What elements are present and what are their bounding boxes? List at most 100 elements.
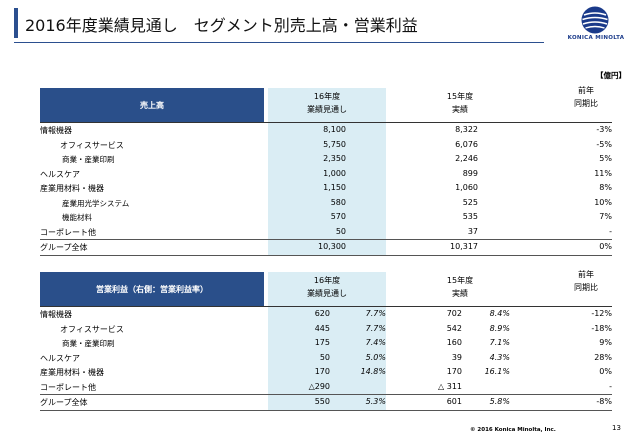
actual-value: 535 [462,212,478,221]
sales-header-label: 売上高 [40,88,264,122]
actual-value: 39 [451,352,462,362]
actual-year-label: 15年度 [446,276,474,285]
sales-table: 売上高 16年度 業績見通し 15年度 実績 前年 同期比 情報機器 8,100… [40,86,612,256]
row-label: コーポレート他 [40,227,96,237]
forecast-column-header: 16年度 業績見通し [268,90,386,116]
row-label: ヘルスケア [40,169,80,179]
forecast-value: 170 [314,367,330,376]
actual-value: 2,246 [455,154,478,163]
forecast-value: 2,350 [323,154,346,163]
yoy-value: - [609,226,612,236]
yoy-value: -3% [596,125,612,134]
profit-table-header: 営業利益（右側：営業利益率） 16年度 業績見通し 15年度 実績 前年 同期比 [40,270,612,306]
row-label: オフィスサービス [60,324,124,334]
forecast-year-label: 16年度 [313,92,341,101]
actual-margin: 4.3% [489,352,510,362]
actual-value: 10,317 [450,242,478,251]
actual-margin: 16.1% [484,367,510,376]
row-label: 情報機器 [40,310,72,319]
company-logo: KONICA MINOLTA [560,6,632,46]
yoy-value: -8% [596,397,612,406]
forecast-margin: 7.4% [365,338,386,347]
actual-type-label: 実績 [452,289,468,298]
yoy-value: 10% [594,197,612,207]
total-divider [40,394,612,395]
forecast-value: 550 [314,397,330,406]
yoy-value: -18% [591,323,612,333]
actual-value: 160 [446,338,462,347]
header-divider [40,306,612,307]
actual-value: 702 [446,309,462,318]
row-label: 商業・産業印刷 [62,339,115,348]
actual-column-header: 15年度 実績 [420,90,500,116]
forecast-value: 8,100 [323,125,346,134]
table-row: ヘルスケア 50 5.0% 39 4.3% 28% [40,351,612,366]
yoy-value: 28% [594,352,612,362]
row-label: グループ全体 [40,243,88,252]
actual-value: △ 311 [438,381,462,391]
forecast-value: 5,750 [323,139,346,149]
total-divider [40,239,612,240]
yoy-value: 8% [599,183,612,192]
globe-logo-icon [581,6,609,34]
table-bottom-rule [40,410,612,411]
table-row-total: グループ全体 10,300 10,317 0% [40,240,612,255]
forecast-value: 570 [330,212,346,221]
sales-table-header: 売上高 16年度 業績見通し 15年度 実績 前年 同期比 [40,86,612,122]
forecast-value: 50 [319,352,330,362]
actual-value: 899 [462,168,478,178]
table-bottom-rule [40,255,612,256]
header-divider [40,122,612,123]
forecast-column-band [268,272,386,411]
forecast-value: 10,300 [318,242,346,251]
actual-margin: 7.1% [489,338,510,347]
title-bar: 2016年度業績見通し セグメント別売上高・営業利益 [0,0,640,48]
actual-value: 601 [446,397,462,406]
actual-margin: 8.9% [489,323,510,333]
copyright-notice: © 2016 Konica Minolta, Inc. [470,427,556,433]
table-row: 情報機器 620 7.7% 702 8.4% -12% [40,307,612,322]
actual-type-label: 実績 [452,105,468,114]
actual-value: 1,060 [455,183,478,192]
forecast-margin: 5.0% [365,352,386,362]
row-label: 情報機器 [40,126,72,135]
forecast-column-header: 16年度 業績見通し [268,274,386,300]
yoy-value: -5% [596,139,612,149]
table-row: コーポレート他 50 37 - [40,225,612,240]
forecast-type-label: 業績見通し [307,289,347,298]
yoy-label-line1: 前年 [578,86,594,95]
table-row: ヘルスケア 1,000 899 11% [40,167,612,182]
table-row: オフィスサービス 445 7.7% 542 8.9% -18% [40,322,612,337]
title-rule [14,42,544,43]
actual-value: 8,322 [455,125,478,134]
unit-label: 【億円】 [596,71,626,80]
row-label: 商業・産業印刷 [62,155,115,164]
table-row: 情報機器 8,100 8,322 -3% [40,123,612,138]
row-label: 産業用材料・機器 [40,368,104,377]
actual-value: 37 [467,226,478,236]
forecast-margin: 14.8% [360,367,386,376]
actual-margin: 8.4% [489,309,510,318]
yoy-label-line1: 前年 [578,270,594,279]
yoy-column-header: 前年 同期比 [560,84,612,110]
yoy-value: 5% [599,154,612,163]
table-row: 産業用光学システム 580 525 10% [40,196,612,211]
row-label: 機能材料 [62,213,92,222]
yoy-label-line2: 同期比 [574,283,598,292]
row-label: 産業用材料・機器 [40,184,104,193]
forecast-value: 620 [314,309,330,318]
row-label: 産業用光学システム [62,198,130,208]
yoy-value: 11% [594,168,612,178]
yoy-value: - [609,381,612,391]
yoy-label-line2: 同期比 [574,99,598,108]
actual-margin: 5.8% [489,397,510,406]
yoy-value: 9% [599,338,612,347]
table-row: オフィスサービス 5,750 6,076 -5% [40,138,612,153]
actual-value: 525 [462,197,478,207]
yoy-value: -12% [591,309,612,318]
actual-value: 6,076 [455,139,478,149]
table-row: 商業・産業印刷 175 7.4% 160 7.1% 9% [40,336,612,351]
forecast-margin: 7.7% [365,309,386,318]
forecast-value: △290 [308,381,330,391]
title-accent-bar [14,8,18,38]
